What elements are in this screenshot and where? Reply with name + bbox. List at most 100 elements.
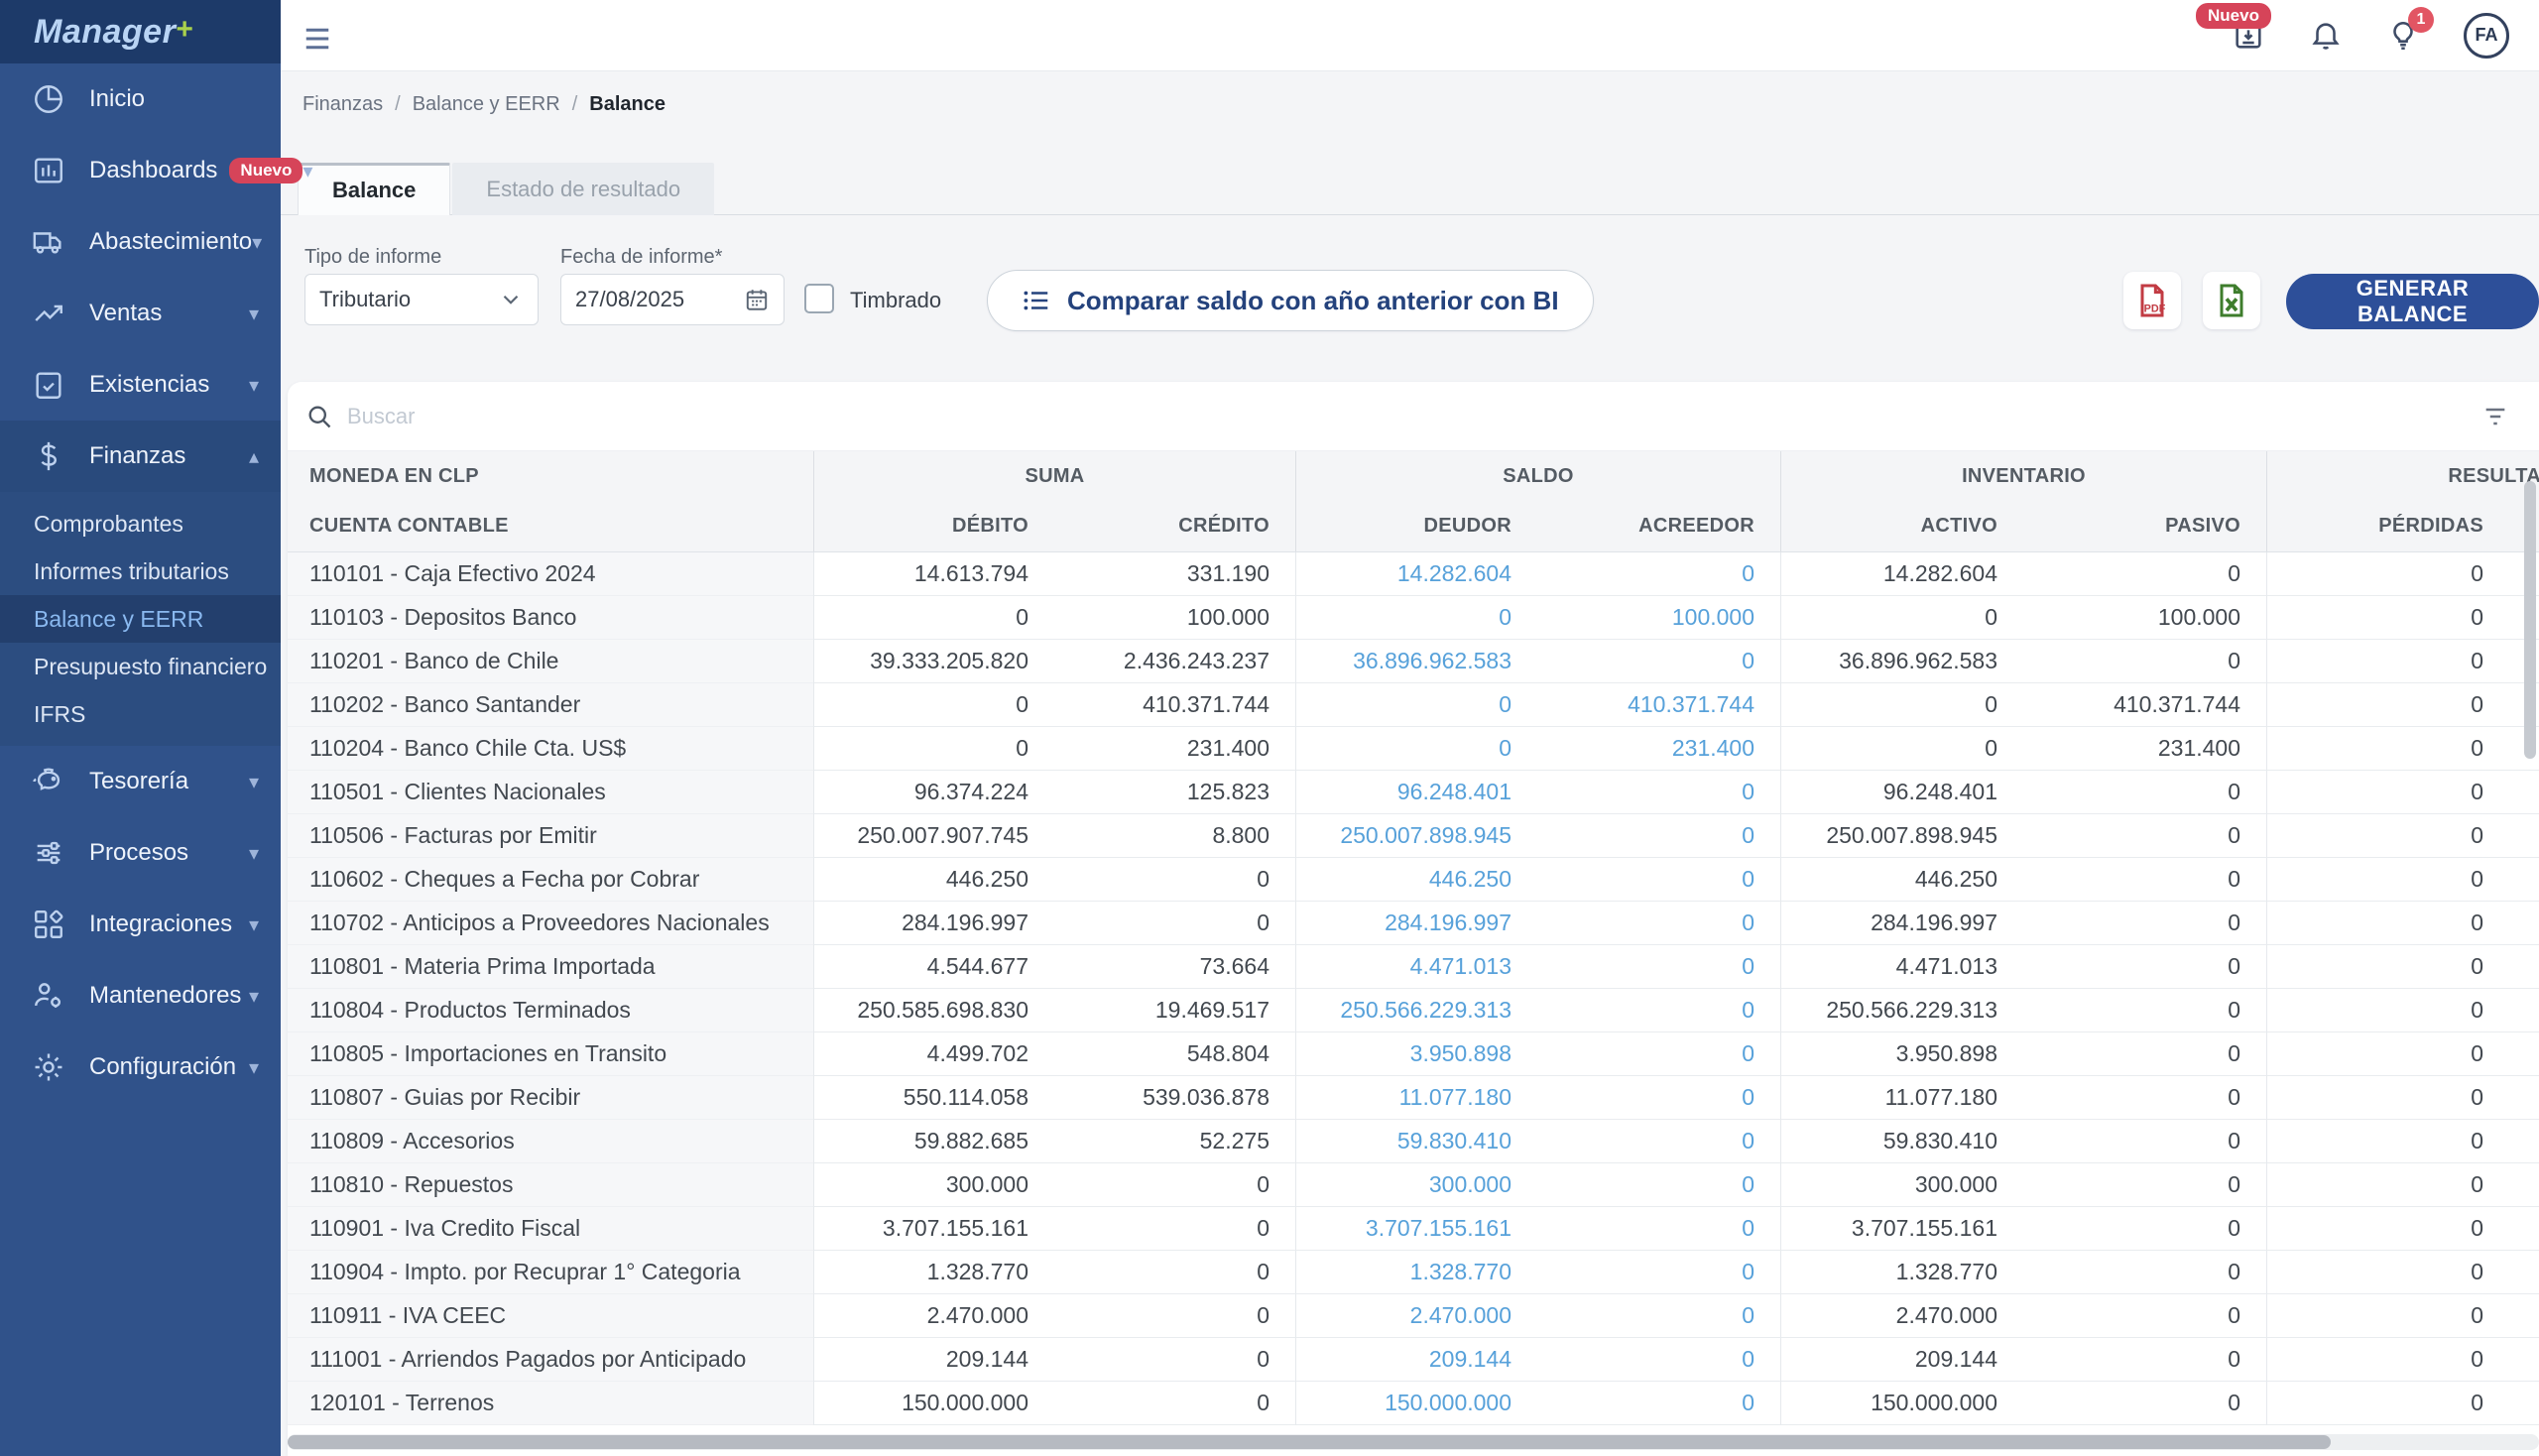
cell-acreedor-link[interactable]: 0: [1537, 1294, 1780, 1338]
cell-deudor-link[interactable]: 59.830.410: [1295, 1120, 1537, 1163]
col-acreedor: ACREEDOR: [1537, 501, 1780, 551]
cell-deudor-link[interactable]: 300.000: [1295, 1163, 1537, 1207]
cell-pasivo: 0: [2023, 1207, 2266, 1251]
sidebar-item-configuracion[interactable]: Configuración ▾: [0, 1031, 281, 1103]
generar-balance-button[interactable]: GENERAR BALANCE: [2286, 274, 2539, 329]
cell-acreedor-link[interactable]: 0: [1537, 1032, 1780, 1076]
tabs: Balance Estado de resultado: [298, 163, 714, 215]
cell-acreedor-link[interactable]: 231.400: [1537, 727, 1780, 771]
cell-deudor-link[interactable]: 2.470.000: [1295, 1294, 1537, 1338]
breadcrumb-finanzas[interactable]: Finanzas: [302, 93, 383, 116]
cell-acreedor-link[interactable]: 0: [1537, 1338, 1780, 1382]
cell-deudor-link[interactable]: 1.328.770: [1295, 1251, 1537, 1294]
avatar[interactable]: FA: [2464, 13, 2509, 59]
cell-deudor-link[interactable]: 0: [1295, 596, 1537, 640]
cell-acreedor-link[interactable]: 0: [1537, 858, 1780, 902]
submenu-item-ifrs[interactable]: IFRS: [0, 690, 281, 738]
cell-deudor-link[interactable]: 446.250: [1295, 858, 1537, 902]
cell-deudor-link[interactable]: 3.950.898: [1295, 1032, 1537, 1076]
table-row: 110702 - Anticipos a Proveedores Naciona…: [288, 902, 2539, 945]
submenu-item-presupuesto-financiero[interactable]: Presupuesto financiero: [0, 643, 281, 690]
cell-deudor-link[interactable]: 14.282.604: [1295, 552, 1537, 596]
cell-deudor-link[interactable]: 4.471.013: [1295, 945, 1537, 989]
breadcrumb: Finanzas / Balance y EERR / Balance: [302, 93, 665, 116]
cell-debito: 550.114.058: [813, 1076, 1054, 1120]
cell-acreedor-link[interactable]: 410.371.744: [1537, 683, 1780, 727]
submenu-item-balance-y-eerr[interactable]: Balance y EERR: [0, 595, 281, 643]
sidebar-item-integraciones[interactable]: Integraciones ▾: [0, 889, 281, 960]
cell-acreedor-link[interactable]: 0: [1537, 1120, 1780, 1163]
sidebar-item-procesos[interactable]: Procesos ▾: [0, 817, 281, 889]
export-pdf-button[interactable]: PDF: [2123, 272, 2181, 329]
calendar-icon[interactable]: [744, 287, 770, 312]
cell-deudor-link[interactable]: 150.000.000: [1295, 1382, 1537, 1425]
cell-deudor-link[interactable]: 3.707.155.161: [1295, 1207, 1537, 1251]
cell-perdidas: 0: [2266, 1251, 2509, 1294]
cell-deudor-link[interactable]: 250.566.229.313: [1295, 989, 1537, 1032]
horizontal-scrollbar[interactable]: [288, 1434, 2539, 1450]
cell-acreedor-link[interactable]: 0: [1537, 1382, 1780, 1425]
cell-credito: 0: [1054, 1163, 1295, 1207]
cell-acreedor-link[interactable]: 0: [1537, 902, 1780, 945]
horizontal-scrollbar-thumb[interactable]: [288, 1435, 2331, 1449]
tab-balance[interactable]: Balance: [298, 163, 450, 215]
tipo-informe-select[interactable]: Tributario: [304, 274, 539, 325]
brand-logo-text: Manager: [34, 13, 176, 51]
cell-acreedor-link[interactable]: 0: [1537, 640, 1780, 683]
cell-acreedor-link[interactable]: 0: [1537, 1076, 1780, 1120]
cell-acreedor-link[interactable]: 0: [1537, 1163, 1780, 1207]
cell-deudor-link[interactable]: 250.007.898.945: [1295, 814, 1537, 858]
cell-cuenta: 110602 - Cheques a Fecha por Cobrar: [288, 858, 813, 902]
cell-deudor-link[interactable]: 0: [1295, 683, 1537, 727]
submenu-item-informes-tributarios[interactable]: Informes tributarios: [0, 547, 281, 595]
tab-label: Balance: [332, 178, 416, 203]
menu-icon[interactable]: [302, 24, 332, 48]
lightbulb-icon[interactable]: 1: [2386, 19, 2420, 53]
updates-icon[interactable]: Nuevo: [2232, 19, 2265, 53]
cell-acreedor-link[interactable]: 0: [1537, 945, 1780, 989]
cell-credito: 0: [1054, 1338, 1295, 1382]
sidebar-item-abastecimiento[interactable]: Abastecimiento ▾: [0, 206, 281, 278]
cell-acreedor-link[interactable]: 0: [1537, 771, 1780, 814]
comparar-saldo-button[interactable]: Comparar saldo con año anterior con BI: [987, 270, 1594, 331]
sidebar-item-mantenedores[interactable]: Mantenedores ▾: [0, 960, 281, 1031]
timbrado-checkbox[interactable]: [804, 284, 834, 313]
sidebar-item-tesoreria[interactable]: Tesorería ▾: [0, 746, 281, 817]
cell-acreedor-link[interactable]: 0: [1537, 1207, 1780, 1251]
cell-debito: 96.374.224: [813, 771, 1054, 814]
bell-icon[interactable]: [2309, 19, 2343, 53]
cell-cuenta: 110804 - Productos Terminados: [288, 989, 813, 1032]
tab-estado-de-resultado[interactable]: Estado de resultado: [452, 163, 714, 215]
breadcrumb-balance-eerr[interactable]: Balance y EERR: [413, 93, 560, 116]
cell-acreedor-link[interactable]: 0: [1537, 814, 1780, 858]
filter-icon[interactable]: [2481, 403, 2509, 430]
cell-deudor-link[interactable]: 284.196.997: [1295, 902, 1537, 945]
sidebar-item-finanzas[interactable]: Finanzas ▴: [0, 421, 281, 492]
bar-chart-icon: [32, 154, 65, 187]
cell-debito: 250.585.698.830: [813, 989, 1054, 1032]
table-row: 110202 - Banco Santander 0 410.371.744 0…: [288, 683, 2539, 727]
cell-acreedor-link[interactable]: 0: [1537, 989, 1780, 1032]
cell-deudor-link[interactable]: 209.144: [1295, 1338, 1537, 1382]
table-row: 120101 - Terrenos 150.000.000 0 150.000.…: [288, 1382, 2539, 1425]
cell-acreedor-link[interactable]: 0: [1537, 1251, 1780, 1294]
sidebar-item-ventas[interactable]: Ventas ▾: [0, 278, 281, 349]
sidebar-item-label: Existencias: [89, 371, 209, 399]
cell-deudor-link[interactable]: 0: [1295, 727, 1537, 771]
cell-deudor-link[interactable]: 96.248.401: [1295, 771, 1537, 814]
sidebar-item-inicio[interactable]: Inicio: [0, 63, 281, 135]
sidebar-item-dashboards[interactable]: Dashboards Nuevo ▾: [0, 135, 281, 206]
search-input[interactable]: [347, 404, 2481, 429]
export-excel-button[interactable]: [2203, 272, 2260, 329]
cell-acreedor-link[interactable]: 0: [1537, 552, 1780, 596]
cell-activo: 3.707.155.161: [1780, 1207, 2023, 1251]
fecha-informe-input[interactable]: 27/08/2025: [560, 274, 785, 325]
cell-acreedor-link[interactable]: 100.000: [1537, 596, 1780, 640]
table-row: 110103 - Depositos Banco 0 100.000 0 100…: [288, 596, 2539, 640]
cell-deudor-link[interactable]: 11.077.180: [1295, 1076, 1537, 1120]
cell-deudor-link[interactable]: 36.896.962.583: [1295, 640, 1537, 683]
cell-activo: 11.077.180: [1780, 1076, 2023, 1120]
vertical-scrollbar-thumb[interactable]: [2524, 481, 2536, 759]
sidebar-item-existencias[interactable]: Existencias ▾: [0, 349, 281, 421]
submenu-item-comprobantes[interactable]: Comprobantes: [0, 500, 281, 547]
